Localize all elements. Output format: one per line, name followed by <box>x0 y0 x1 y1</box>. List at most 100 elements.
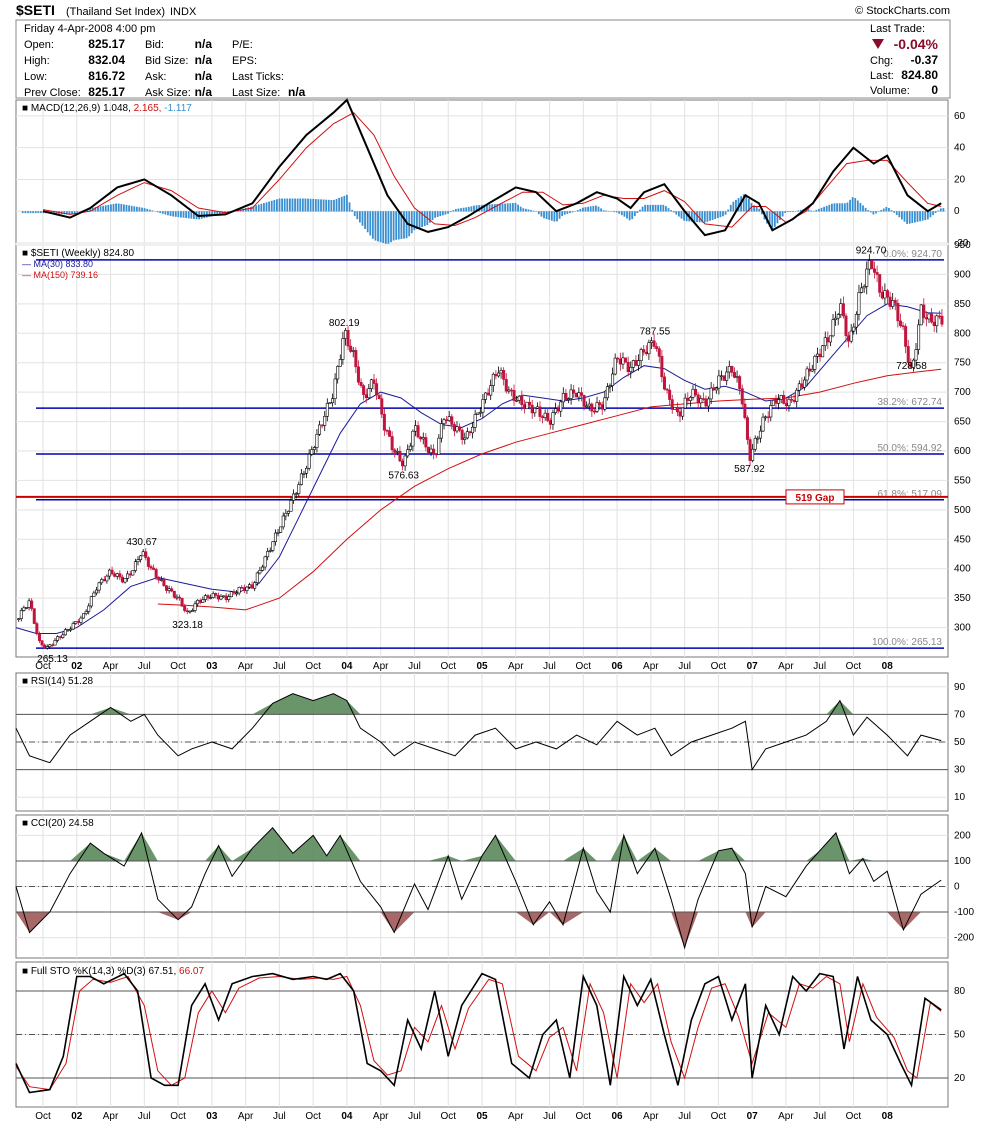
candle-body <box>163 580 165 586</box>
candle-body <box>272 542 274 551</box>
candle-body <box>36 624 38 634</box>
macd-histogram-bar <box>818 209 820 212</box>
x-tick-label-bottom: 04 <box>341 1111 353 1122</box>
x-tick-label: Oct <box>846 661 862 672</box>
quote-value: n/a <box>195 53 213 67</box>
candle-body <box>749 440 751 461</box>
candle-body <box>531 405 533 413</box>
candle-body <box>85 611 87 613</box>
macd-histogram-bar <box>139 207 141 211</box>
candle-body <box>256 573 258 583</box>
candle-body <box>720 376 722 377</box>
candle-body <box>879 274 881 292</box>
macd-histogram-bar <box>289 199 291 212</box>
x-tick-label-bottom: Apr <box>643 1111 659 1122</box>
candle-body <box>417 426 419 437</box>
macd-histogram-bar <box>530 210 532 211</box>
macd-histogram-bar <box>904 211 906 221</box>
candle-body <box>899 321 901 326</box>
candle-body <box>448 417 450 421</box>
macd-histogram-bar <box>266 202 268 211</box>
candle-body <box>23 608 25 611</box>
candle-body <box>502 370 504 379</box>
candle-body <box>801 384 803 388</box>
x-tick-label: Oct <box>576 661 592 672</box>
macd-histogram-bar <box>307 199 309 212</box>
candle-body <box>515 400 517 401</box>
macd-histogram-bar <box>538 211 540 214</box>
candle-body <box>767 417 769 418</box>
x-tick-label: Jul <box>813 661 826 672</box>
candle-body <box>710 388 712 399</box>
candle-body <box>147 558 149 567</box>
macd-histogram-bar <box>828 205 830 212</box>
candle-body <box>681 408 683 416</box>
y-tick-label: 20 <box>954 1073 966 1084</box>
macd-histogram-bar <box>784 211 786 213</box>
macd-histogram-bar <box>707 211 709 222</box>
macd-histogram-bar <box>144 208 146 211</box>
macd-histogram-bar <box>940 208 942 211</box>
candle-body <box>565 393 567 399</box>
macd-histogram-bar <box>872 211 874 214</box>
macd-histogram-bar <box>642 207 644 212</box>
macd-histogram-bar <box>668 208 670 211</box>
macd-histogram-bar <box>133 206 135 211</box>
macd-histogram-bar <box>105 205 107 211</box>
candle-body <box>845 316 847 336</box>
macd-histogram-bar <box>152 210 154 211</box>
copyright: © StockCharts.com <box>855 5 950 17</box>
macd-signal-value: 2.165, <box>134 103 165 114</box>
candle-body <box>572 390 574 393</box>
macd-histogram-bar <box>395 211 397 240</box>
candle-body <box>738 377 740 389</box>
candle-body <box>648 343 650 354</box>
macd-histogram-bar <box>398 211 400 239</box>
macd-histogram-bar <box>572 211 574 212</box>
y-tick-label: 80 <box>954 986 966 997</box>
macd-histogram-bar <box>362 211 364 226</box>
candle-body <box>440 424 442 438</box>
x-tick-label: Apr <box>643 661 659 672</box>
candle-body <box>427 447 429 453</box>
macd-histogram-bar <box>857 201 859 212</box>
x-tick-label-bottom: 02 <box>71 1111 83 1122</box>
y-tick-label: 10 <box>954 792 966 803</box>
candle-body <box>220 596 222 599</box>
macd-histogram-bar <box>247 207 249 211</box>
x-tick-label: Jul <box>273 661 286 672</box>
x-tick-label-bottom: Jul <box>813 1111 826 1122</box>
y-tick-label: 500 <box>954 505 971 516</box>
x-tick-label-bottom: Jul <box>273 1111 286 1122</box>
macd-histogram-bar <box>175 211 177 217</box>
y-tick-label: 90 <box>954 682 966 693</box>
candle-body <box>38 634 40 641</box>
x-tick-label: Jul <box>138 661 151 672</box>
macd-histogram-bar <box>867 210 869 211</box>
candle-body <box>199 600 201 602</box>
candle-body <box>277 532 279 533</box>
macd-histogram-bar <box>551 211 553 220</box>
chg-value: -0.37 <box>911 53 939 67</box>
macd-histogram-bar <box>162 211 164 214</box>
last-value: 824.80 <box>901 68 938 82</box>
candle-body <box>928 314 930 319</box>
candle-body <box>344 330 346 338</box>
macd-histogram-bar <box>639 210 641 212</box>
candle-body <box>505 379 507 391</box>
candle-body <box>609 386 611 387</box>
candle-body <box>534 408 536 413</box>
candle-body <box>298 485 300 494</box>
stoch-d-value: 66.07 <box>179 966 204 977</box>
macd-histogram-bar <box>22 211 24 213</box>
candle-body <box>121 577 123 582</box>
macd-histogram-bar <box>432 211 434 220</box>
macd-histogram-bar <box>515 203 517 212</box>
candle-body <box>370 380 372 389</box>
candle-body <box>435 454 437 455</box>
candle-body <box>575 393 577 397</box>
macd-histogram-bar <box>323 200 325 212</box>
candle-body <box>438 438 440 454</box>
